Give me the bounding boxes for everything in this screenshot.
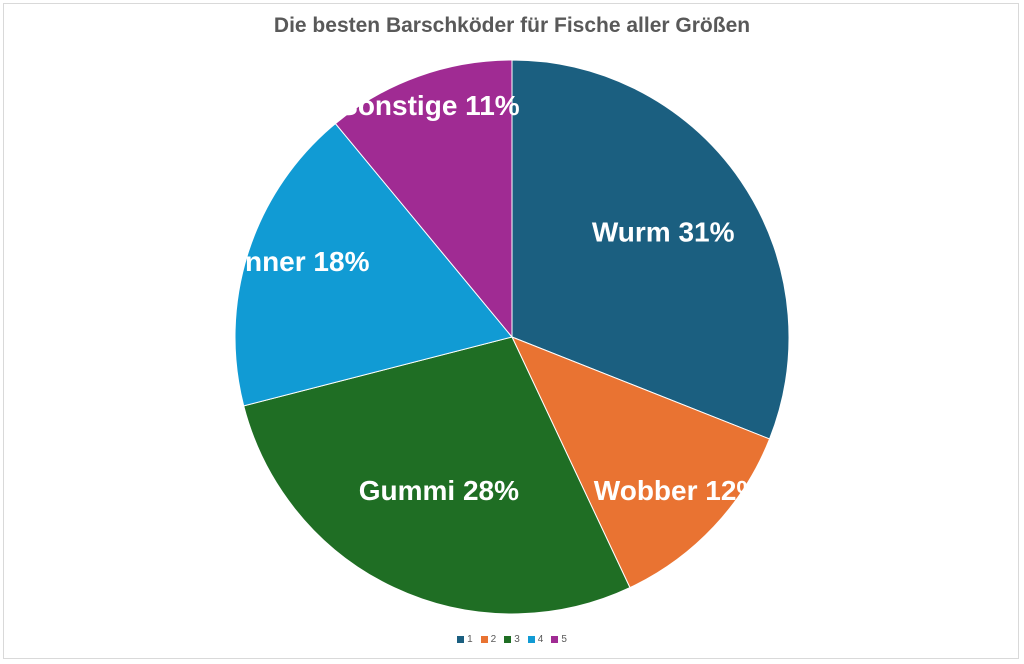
- data-label-spinner: Spinner 18%: [201, 246, 369, 277]
- chart-title: Die besten Barschköder für Fische aller …: [273, 14, 751, 37]
- chart-legend: 1 2 3 4 5: [0, 634, 1024, 645]
- pie-slice-gummi: [243, 336, 631, 615]
- legend-entry-2: 2: [480, 634, 497, 645]
- legend-swatch: [480, 636, 488, 643]
- pie-slice-sonstige: [334, 59, 513, 339]
- legend-entry-1: 1: [457, 634, 473, 645]
- pie-slice-wurm: [511, 59, 790, 440]
- legend-label: 2: [490, 634, 497, 645]
- data-label-wobber: Wobber 12%: [594, 475, 762, 506]
- pie-slices: [234, 59, 790, 615]
- legend-label: 4: [537, 634, 544, 645]
- data-label-sonstige: Sonstige 11%: [339, 90, 520, 121]
- pie-labels: Wurm 31% Wobber 12% Gummi 28% Spinner 18% So…: [201, 90, 761, 506]
- legend-swatch: [457, 636, 465, 643]
- legend-label: 1: [467, 634, 473, 645]
- pie-slice-wobber: [511, 336, 771, 589]
- legend-label: 3: [514, 634, 520, 645]
- legend-swatch: [551, 636, 559, 643]
- legend-swatch: [504, 636, 512, 643]
- legend-entry-3: 3: [504, 634, 520, 645]
- data-label-wurm: Wurm 31%: [592, 217, 735, 248]
- legend-entry-5: 5: [551, 634, 567, 645]
- pie-slice-spinner: [234, 122, 513, 407]
- legend-swatch: [527, 636, 535, 643]
- data-label-gummi: Gummi 28%: [359, 475, 519, 506]
- legend-label: 5: [561, 634, 567, 645]
- legend-entry-4: 4: [527, 634, 544, 645]
